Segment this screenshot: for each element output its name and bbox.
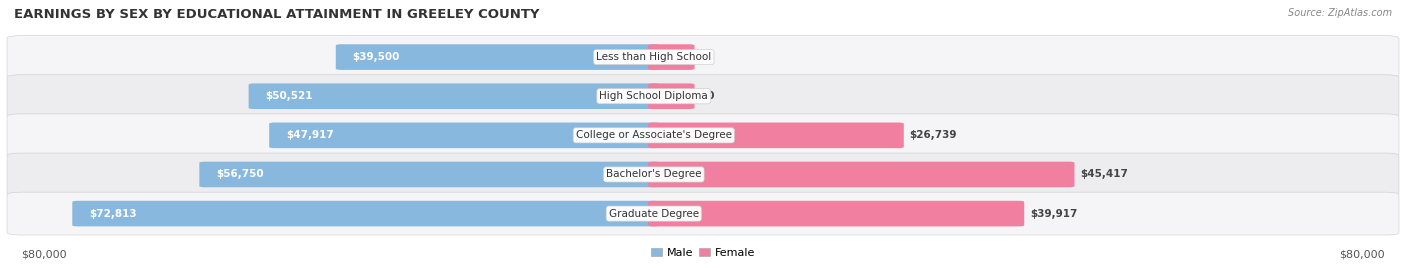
Text: College or Associate's Degree: College or Associate's Degree <box>576 130 731 140</box>
Legend: Male, Female: Male, Female <box>647 243 759 262</box>
Text: $47,917: $47,917 <box>285 130 333 140</box>
Text: $50,521: $50,521 <box>266 91 314 101</box>
FancyBboxPatch shape <box>7 75 1399 118</box>
FancyBboxPatch shape <box>7 114 1399 157</box>
FancyBboxPatch shape <box>200 162 659 187</box>
FancyBboxPatch shape <box>648 122 904 148</box>
FancyBboxPatch shape <box>648 44 695 70</box>
Text: $80,000: $80,000 <box>21 250 66 260</box>
FancyBboxPatch shape <box>648 162 1074 187</box>
Text: $45,417: $45,417 <box>1080 169 1128 180</box>
FancyBboxPatch shape <box>336 44 659 70</box>
Text: $80,000: $80,000 <box>1340 250 1385 260</box>
FancyBboxPatch shape <box>249 83 659 109</box>
FancyBboxPatch shape <box>7 192 1399 235</box>
Text: $0: $0 <box>700 52 714 62</box>
Text: Source: ZipAtlas.com: Source: ZipAtlas.com <box>1288 8 1392 18</box>
Text: $0: $0 <box>700 91 714 101</box>
FancyBboxPatch shape <box>7 153 1399 196</box>
Text: Bachelor's Degree: Bachelor's Degree <box>606 169 702 180</box>
Text: $39,500: $39,500 <box>353 52 401 62</box>
Text: Graduate Degree: Graduate Degree <box>609 209 699 219</box>
Text: $39,917: $39,917 <box>1029 209 1077 219</box>
Text: High School Diploma: High School Diploma <box>599 91 709 101</box>
FancyBboxPatch shape <box>269 122 659 148</box>
Text: Less than High School: Less than High School <box>596 52 711 62</box>
FancyBboxPatch shape <box>648 201 1024 226</box>
FancyBboxPatch shape <box>648 83 695 109</box>
Text: $26,739: $26,739 <box>910 130 957 140</box>
FancyBboxPatch shape <box>72 201 659 226</box>
Text: $72,813: $72,813 <box>89 209 136 219</box>
FancyBboxPatch shape <box>7 36 1399 79</box>
Text: EARNINGS BY SEX BY EDUCATIONAL ATTAINMENT IN GREELEY COUNTY: EARNINGS BY SEX BY EDUCATIONAL ATTAINMEN… <box>14 8 540 21</box>
Text: $56,750: $56,750 <box>217 169 264 180</box>
